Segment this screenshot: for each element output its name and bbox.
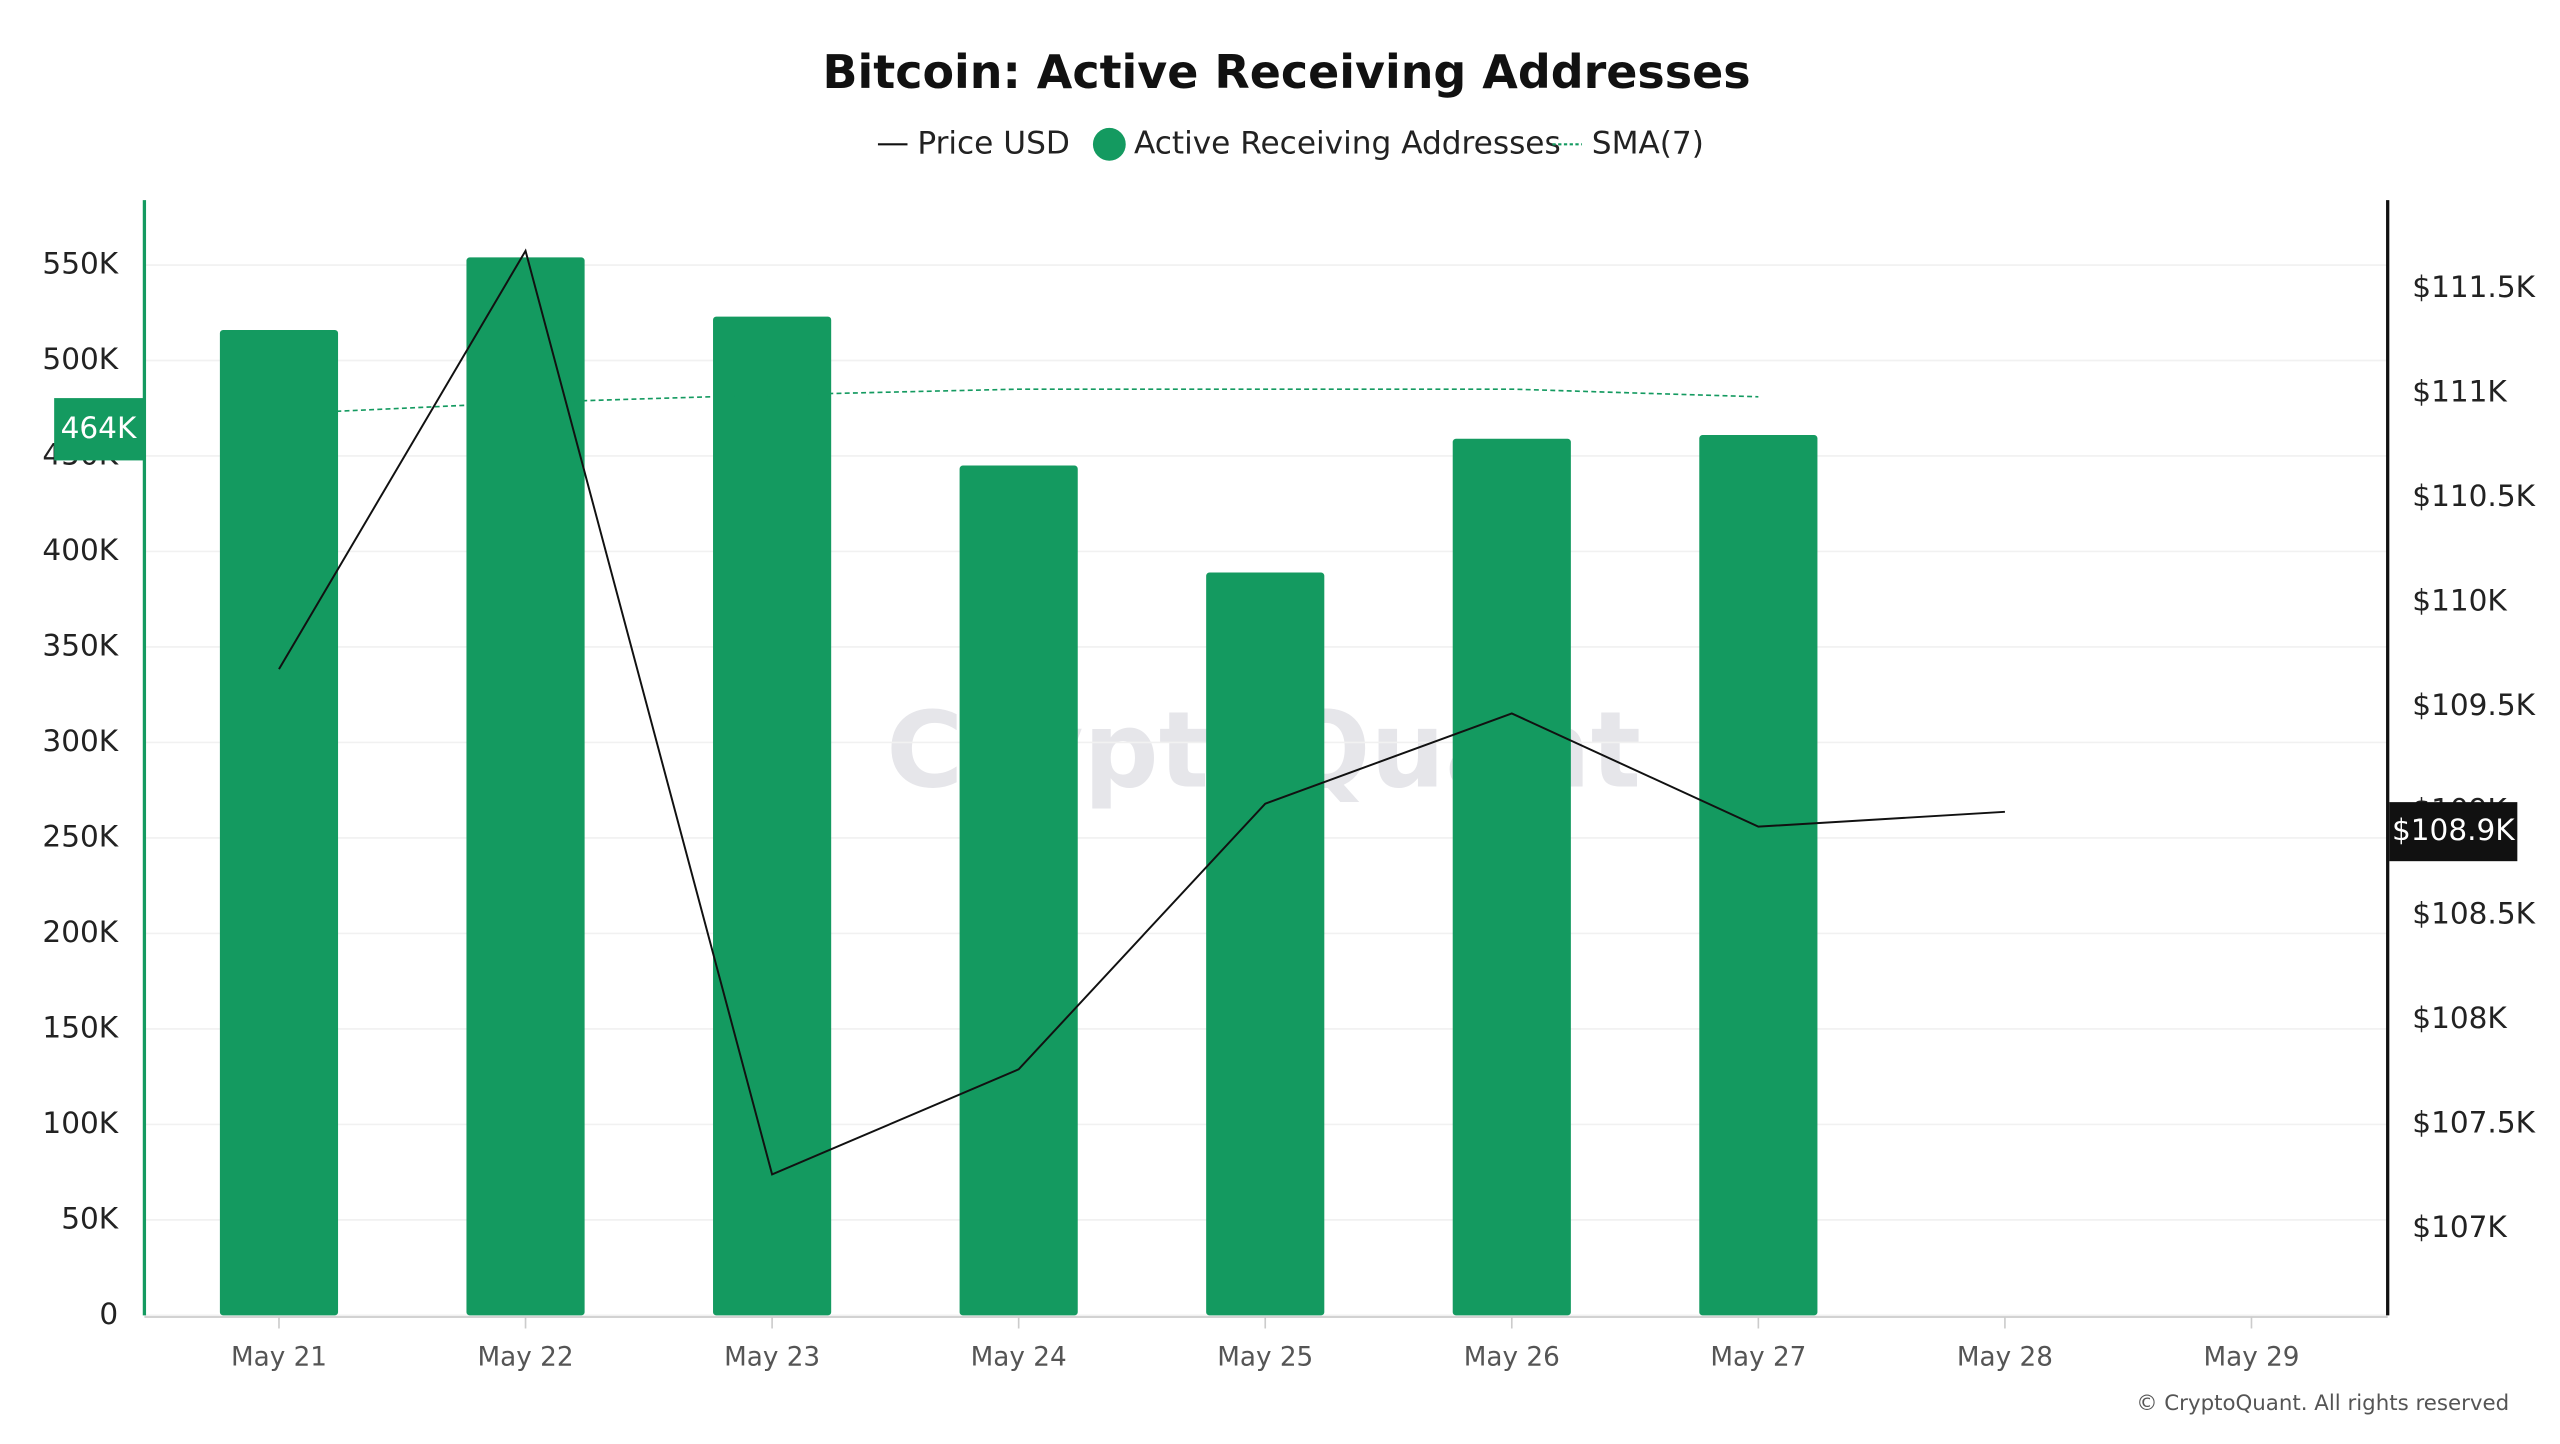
y2-tick-label: $107.5K xyxy=(2412,1106,2535,1140)
y2-marker-label: $108.9K xyxy=(2392,813,2515,847)
price-line xyxy=(278,248,2005,1176)
y-tick-label: 300K xyxy=(42,724,118,758)
y2-tick-label: $108.5K xyxy=(2412,897,2535,931)
legend-label: Price USD xyxy=(917,125,1070,161)
x-tick-label: May 24 xyxy=(971,1342,1067,1372)
bar xyxy=(466,257,585,1316)
x-tick-label: May 21 xyxy=(231,1342,327,1372)
bar xyxy=(713,316,832,1316)
y-marker-box xyxy=(54,398,145,461)
bar xyxy=(1206,572,1325,1316)
y2-tick-label: $110.5K xyxy=(2412,479,2535,513)
legend: Price USD Active Receiving Addresses SMA(7… xyxy=(877,125,1704,161)
y2-tick-label: $111K xyxy=(2412,375,2507,409)
bar xyxy=(219,329,339,1316)
y-marker-label: 464K xyxy=(61,411,137,445)
y-tick-label: 350K xyxy=(42,628,118,662)
y-tick-label: 400K xyxy=(42,533,118,567)
y2-tick-label: $107K xyxy=(2412,1210,2507,1244)
legend-label: Active Receiving Addresses xyxy=(1134,125,1561,161)
y-tick-label: 100K xyxy=(42,1106,118,1140)
y2-tick-label: $110K xyxy=(2412,583,2507,617)
y-tick-label: 150K xyxy=(42,1010,118,1044)
x-tick-label: May 23 xyxy=(724,1342,820,1372)
y2-tick-label: $108K xyxy=(2412,1001,2507,1035)
bar xyxy=(1699,434,1818,1316)
y-tick-label: 0 xyxy=(99,1297,118,1331)
x-tick-label: May 29 xyxy=(2203,1342,2299,1372)
sma-line xyxy=(278,388,1759,415)
bar xyxy=(1452,438,1571,1316)
copyright: © CryptoQuant. All rights reserved xyxy=(2136,1391,2509,1416)
x-tick-label: May 25 xyxy=(1217,1342,1313,1372)
y-tick-label: 550K xyxy=(42,247,118,281)
x-tick-label: May 22 xyxy=(478,1342,574,1372)
y-tick-label: 200K xyxy=(42,915,118,949)
y-tick-label: 50K xyxy=(61,1201,119,1235)
y-tick-label: 250K xyxy=(42,819,118,853)
chart-title: Bitcoin: Active Receiving Addresses xyxy=(823,45,1751,99)
bar xyxy=(959,465,1078,1316)
y2-tick-label: $109.5K xyxy=(2412,688,2535,722)
legend-swatch xyxy=(1092,127,1126,161)
y2-marker-box xyxy=(2389,802,2518,862)
legend-label: SMA(7) xyxy=(1592,125,1704,161)
y2-tick-label: $111.5K xyxy=(2412,270,2535,304)
x-tick-label: May 27 xyxy=(1710,1342,1806,1372)
y-tick-label: 500K xyxy=(42,342,118,376)
x-tick-label: May 28 xyxy=(1957,1342,2053,1372)
x-tick-label: May 26 xyxy=(1464,1342,1560,1372)
